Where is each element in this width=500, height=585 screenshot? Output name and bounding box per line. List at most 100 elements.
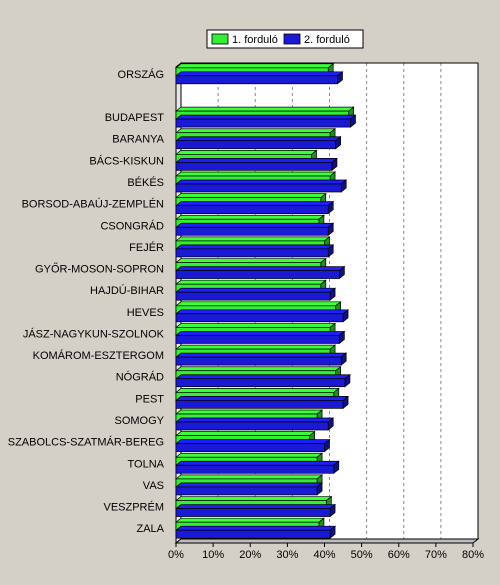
x-tick-label: 80% — [462, 549, 484, 561]
category-label: BORSOD-ABAÚJ-ZEMPLÉN — [22, 198, 164, 211]
bar-top — [175, 287, 337, 293]
category-label: ORSZÁG — [118, 68, 164, 81]
x-tick-label: 70% — [425, 549, 447, 561]
bar-top — [175, 309, 350, 315]
bar-top — [175, 106, 355, 112]
bar-top — [175, 266, 346, 271]
category-label: SOMOGY — [114, 415, 164, 427]
x-tick-label: 50% — [351, 549, 373, 561]
bar-top — [175, 496, 333, 501]
category-label: KOMÁROM-ESZTERGOM — [33, 349, 164, 362]
x-tick-label: 30% — [276, 549, 298, 561]
bar — [175, 335, 340, 344]
plot-area: 0% 10% 20% 30% 40% 50% 60% 70% 80% ORSZÁG BUDAPEST… — [8, 61, 484, 561]
bar-top — [175, 409, 324, 415]
plot-border — [180, 62, 479, 540]
bar-top — [175, 474, 324, 480]
category-label: GYŐR-MOSON-SOPRON — [35, 262, 164, 276]
bar — [175, 356, 342, 366]
bar — [175, 226, 329, 236]
bar — [175, 205, 329, 214]
bar-top — [175, 136, 342, 142]
bar-top — [175, 258, 327, 263]
bar-top — [175, 504, 337, 509]
category-label: VESZPRÉM — [103, 501, 164, 514]
bar-top — [175, 150, 318, 155]
bar-top — [175, 179, 348, 185]
bar-top — [175, 388, 340, 393]
category-label: BARANYA — [112, 134, 164, 146]
bar — [175, 464, 335, 474]
bar-top — [175, 525, 337, 531]
category-label: BÉKÉS — [127, 176, 164, 189]
bar — [175, 270, 340, 279]
bar-top — [175, 517, 325, 523]
bar-top — [175, 331, 346, 336]
bar-top — [175, 193, 327, 198]
bar — [175, 529, 331, 539]
legend-label-series-2: 2. forduló — [304, 34, 350, 46]
bar-top — [175, 352, 348, 358]
category-label: VAS — [143, 480, 164, 492]
bar-top — [175, 366, 342, 372]
bar-top — [175, 244, 335, 250]
bar — [175, 75, 338, 85]
legend-swatch-series-1 — [211, 33, 229, 45]
bar-top — [175, 460, 340, 466]
plot-floor — [174, 538, 480, 544]
bar — [175, 162, 333, 171]
bar-top — [175, 301, 342, 307]
category-label: HEVES — [127, 307, 164, 319]
category-label: NÓGRÁD — [116, 371, 164, 384]
bar-top — [175, 158, 338, 163]
bar-top — [175, 63, 335, 69]
category-label: CSONGRÁD — [100, 219, 164, 232]
bar-top — [175, 114, 357, 120]
bar — [175, 378, 346, 388]
bar-top — [175, 431, 316, 436]
bar-top — [175, 417, 335, 423]
x-tick-label: 10% — [202, 549, 224, 561]
bar — [175, 400, 344, 409]
bar — [175, 443, 325, 452]
bar — [175, 140, 336, 150]
x-tick-label: 0% — [168, 549, 184, 561]
bar-top — [175, 222, 335, 228]
bar — [175, 508, 331, 517]
bar-top — [175, 344, 337, 350]
legend-swatch-series-2 — [283, 33, 301, 45]
bar-top — [175, 482, 324, 488]
bar — [175, 248, 329, 258]
category-label: HAJDÚ-BIHAR — [90, 284, 164, 297]
bar-top — [175, 396, 350, 401]
bar-top — [175, 236, 331, 242]
bar — [175, 118, 351, 128]
bar-top — [175, 439, 331, 444]
bar-top — [175, 71, 344, 77]
bar-top — [175, 279, 327, 285]
category-label: JÁSZ-NAGYKUN-SZOLNOK — [23, 327, 165, 340]
x-tick-label: 20% — [239, 549, 261, 561]
bar-top — [175, 128, 337, 134]
category-label: PEST — [135, 393, 164, 405]
x-tick-label: 40% — [313, 549, 335, 561]
bar — [175, 183, 342, 193]
category-label: ZALA — [136, 523, 164, 535]
bar-top — [175, 452, 324, 458]
bar-top — [175, 214, 325, 220]
legend-label-series-1: 1. forduló — [232, 34, 278, 46]
category-label: BÁCS-KISKUN — [89, 154, 164, 167]
bar — [175, 313, 344, 323]
category-label: FEJÉR — [129, 241, 164, 254]
category-label: SZABOLCS-SZATMÁR-BEREG — [8, 436, 164, 449]
legend: 1. forduló 2. forduló — [206, 29, 364, 49]
category-label: BUDAPEST — [105, 112, 165, 124]
bar — [175, 291, 331, 301]
category-label: TOLNA — [128, 458, 165, 470]
bar-top — [175, 171, 337, 177]
bar-top — [175, 374, 351, 380]
bar-top — [175, 323, 337, 328]
bar — [175, 421, 329, 431]
bar — [175, 486, 318, 496]
